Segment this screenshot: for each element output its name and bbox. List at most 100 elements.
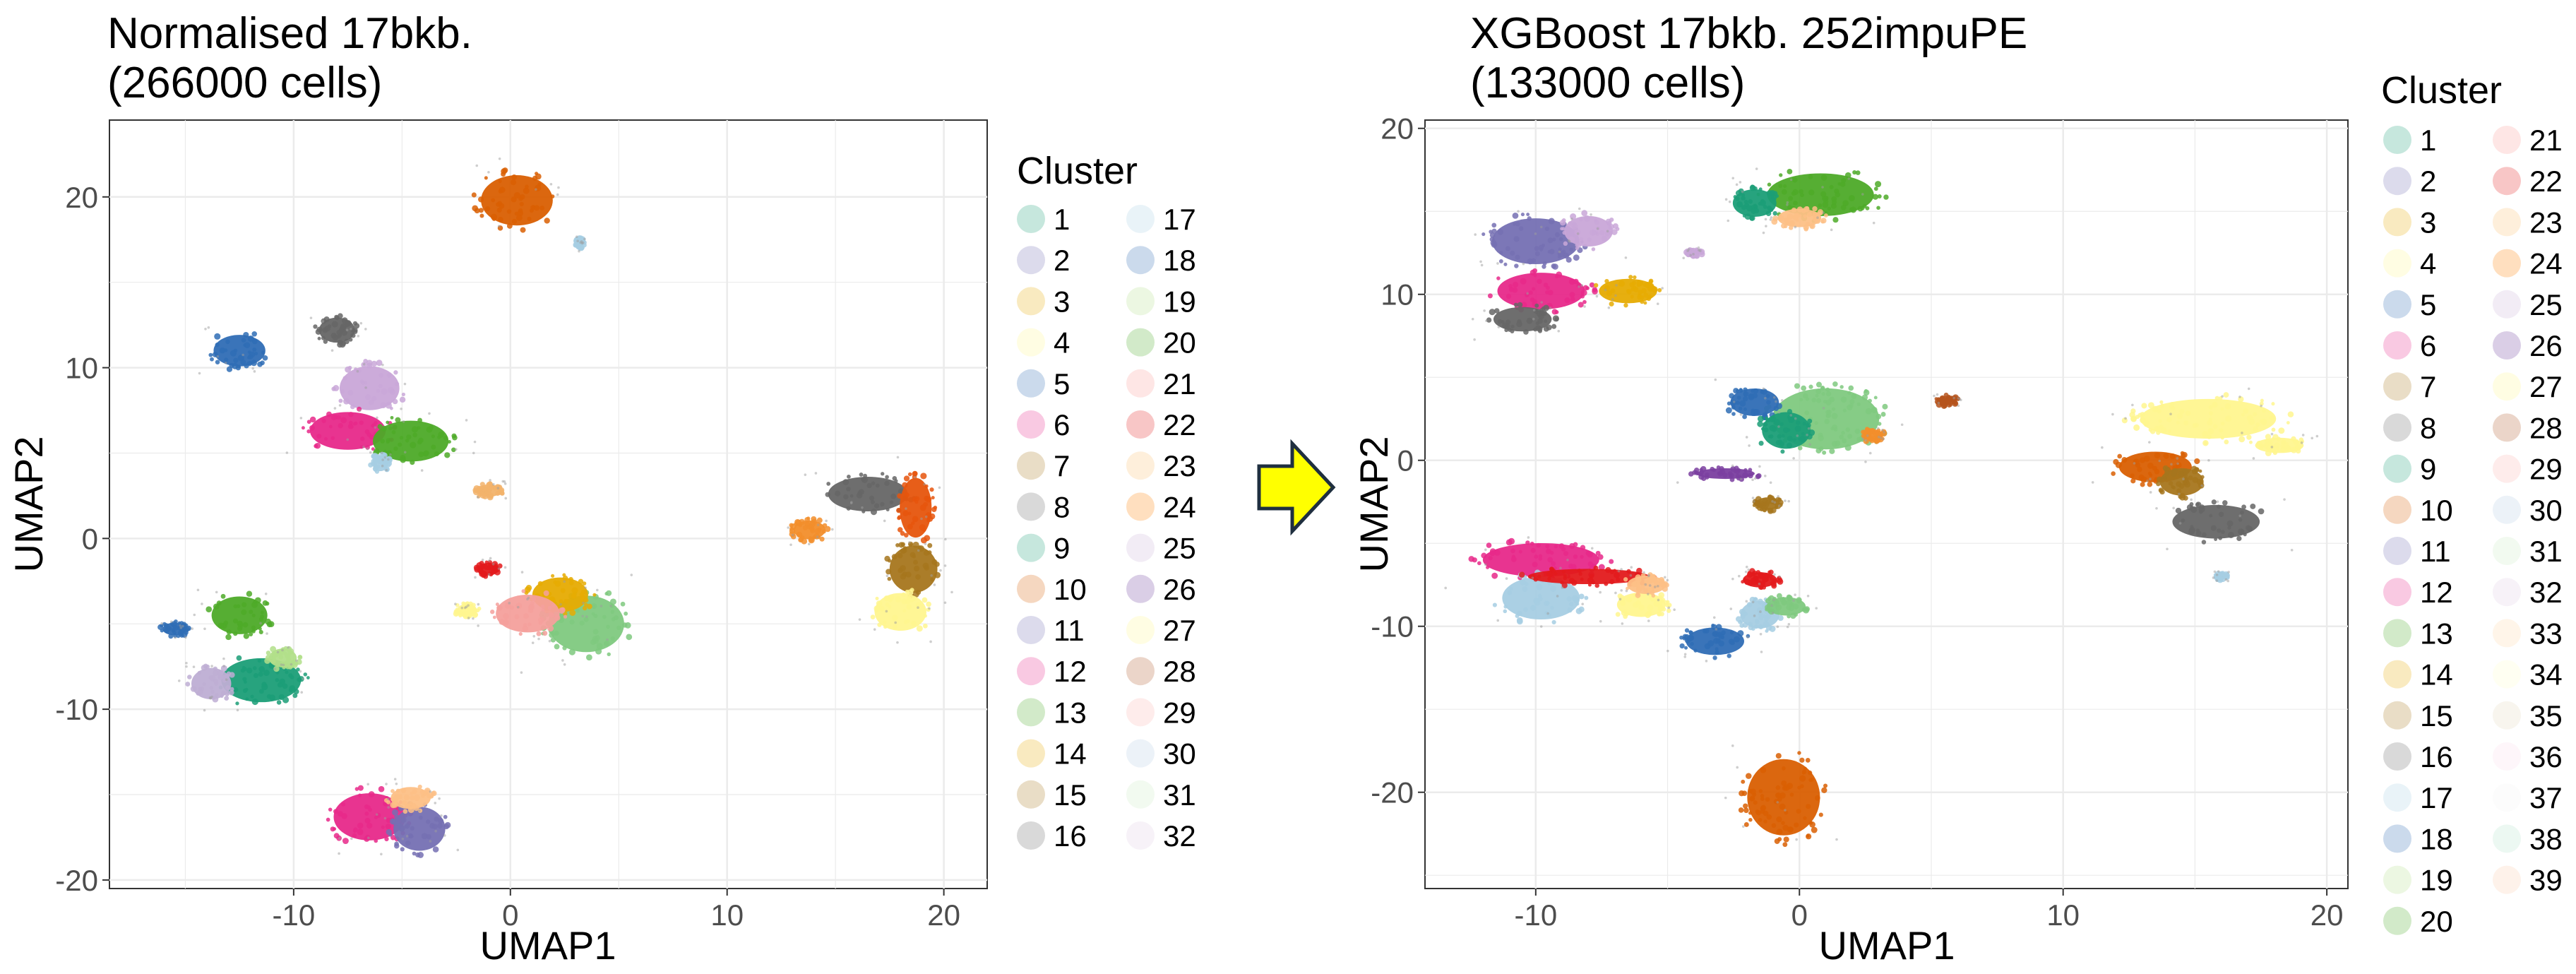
data-point bbox=[2214, 396, 2219, 400]
legend-swatch bbox=[2383, 495, 2411, 524]
data-point bbox=[1842, 408, 1847, 412]
data-point bbox=[224, 696, 229, 701]
data-point bbox=[1599, 230, 1605, 236]
data-point bbox=[497, 567, 501, 570]
data-point bbox=[1784, 809, 1787, 812]
data-point bbox=[524, 586, 531, 593]
data-point bbox=[437, 435, 441, 439]
legend-item: 19 bbox=[1126, 285, 1196, 318]
data-point bbox=[1814, 421, 1818, 425]
data-point bbox=[516, 605, 520, 609]
data-point bbox=[1551, 561, 1556, 566]
data-point bbox=[2195, 502, 2200, 506]
data-point bbox=[340, 329, 348, 336]
data-point bbox=[2176, 420, 2180, 424]
data-point bbox=[2176, 462, 2179, 465]
data-point bbox=[1736, 400, 1740, 405]
data-point bbox=[276, 700, 282, 705]
data-point bbox=[1645, 612, 1651, 619]
data-point bbox=[2265, 434, 2272, 440]
data-point bbox=[476, 562, 483, 569]
right-legend: 1234567891011121314151617181920212223242… bbox=[2383, 124, 2563, 938]
data-point bbox=[176, 634, 181, 639]
data-point bbox=[1552, 263, 1558, 270]
data-point bbox=[2152, 405, 2159, 412]
cluster-points bbox=[185, 663, 235, 703]
data-point bbox=[1742, 472, 1748, 479]
data-point bbox=[1744, 578, 1751, 586]
legend-label: 18 bbox=[1163, 244, 1196, 277]
data-point bbox=[185, 665, 188, 668]
data-point bbox=[1741, 193, 1746, 197]
data-point bbox=[1648, 584, 1652, 587]
data-point bbox=[584, 586, 587, 589]
data-point bbox=[1689, 254, 1692, 257]
legend-swatch bbox=[1126, 657, 1155, 686]
data-point bbox=[1772, 215, 1779, 222]
legend-item: 4 bbox=[2383, 247, 2436, 280]
cluster-core bbox=[393, 807, 446, 851]
data-point bbox=[880, 501, 885, 507]
data-point bbox=[492, 615, 496, 619]
data-point bbox=[577, 246, 582, 251]
data-point bbox=[1751, 497, 1755, 499]
data-point bbox=[2188, 475, 2193, 480]
data-point bbox=[1777, 434, 1782, 439]
data-point bbox=[1781, 821, 1785, 825]
data-point bbox=[1856, 402, 1861, 406]
data-point bbox=[242, 602, 247, 607]
y-tick-label: 10 bbox=[65, 352, 98, 385]
data-point bbox=[1649, 283, 1654, 288]
data-point bbox=[358, 793, 362, 797]
data-point bbox=[1798, 214, 1802, 218]
data-point bbox=[536, 631, 542, 636]
data-point bbox=[1944, 397, 1951, 404]
data-point bbox=[2149, 491, 2152, 494]
data-point bbox=[354, 367, 357, 372]
data-point bbox=[509, 605, 515, 610]
legend-label: 10 bbox=[1054, 573, 1087, 606]
legend-item: 22 bbox=[1126, 408, 1196, 441]
data-point bbox=[1778, 575, 1781, 578]
data-point bbox=[390, 789, 395, 793]
data-point bbox=[1609, 301, 1614, 307]
data-point bbox=[1777, 504, 1781, 507]
data-point bbox=[2212, 401, 2218, 408]
data-point bbox=[1787, 614, 1791, 619]
legend-label: 37 bbox=[2529, 781, 2563, 814]
data-point bbox=[496, 202, 501, 207]
data-point bbox=[1743, 468, 1748, 473]
legend-label: 17 bbox=[2420, 781, 2453, 814]
legend-swatch bbox=[2383, 660, 2411, 689]
data-point bbox=[400, 847, 405, 852]
data-point bbox=[1595, 295, 1599, 298]
data-point bbox=[581, 241, 585, 244]
data-point bbox=[381, 388, 388, 395]
data-point bbox=[243, 633, 249, 639]
data-point bbox=[1816, 398, 1822, 403]
data-point bbox=[1517, 210, 1520, 213]
data-point bbox=[1644, 579, 1648, 584]
data-point bbox=[405, 823, 410, 829]
data-point bbox=[1799, 436, 1806, 442]
data-point bbox=[593, 613, 598, 619]
data-point bbox=[381, 825, 385, 829]
data-point bbox=[1797, 446, 1803, 451]
data-point bbox=[503, 566, 507, 569]
data-point bbox=[270, 646, 277, 653]
data-point bbox=[2198, 469, 2202, 473]
data-point bbox=[1840, 205, 1847, 210]
data-point bbox=[474, 609, 478, 613]
legend-swatch bbox=[1017, 780, 1045, 809]
legend-label: 28 bbox=[2529, 411, 2563, 444]
data-point bbox=[2300, 441, 2303, 444]
data-point bbox=[477, 606, 482, 611]
data-point bbox=[1623, 303, 1628, 308]
data-point bbox=[444, 452, 451, 458]
data-point bbox=[233, 687, 239, 692]
data-point bbox=[2310, 436, 2314, 440]
legend-item: 12 bbox=[2383, 576, 2453, 609]
data-point bbox=[883, 595, 890, 602]
data-point bbox=[1489, 309, 1496, 316]
data-point bbox=[465, 605, 468, 609]
